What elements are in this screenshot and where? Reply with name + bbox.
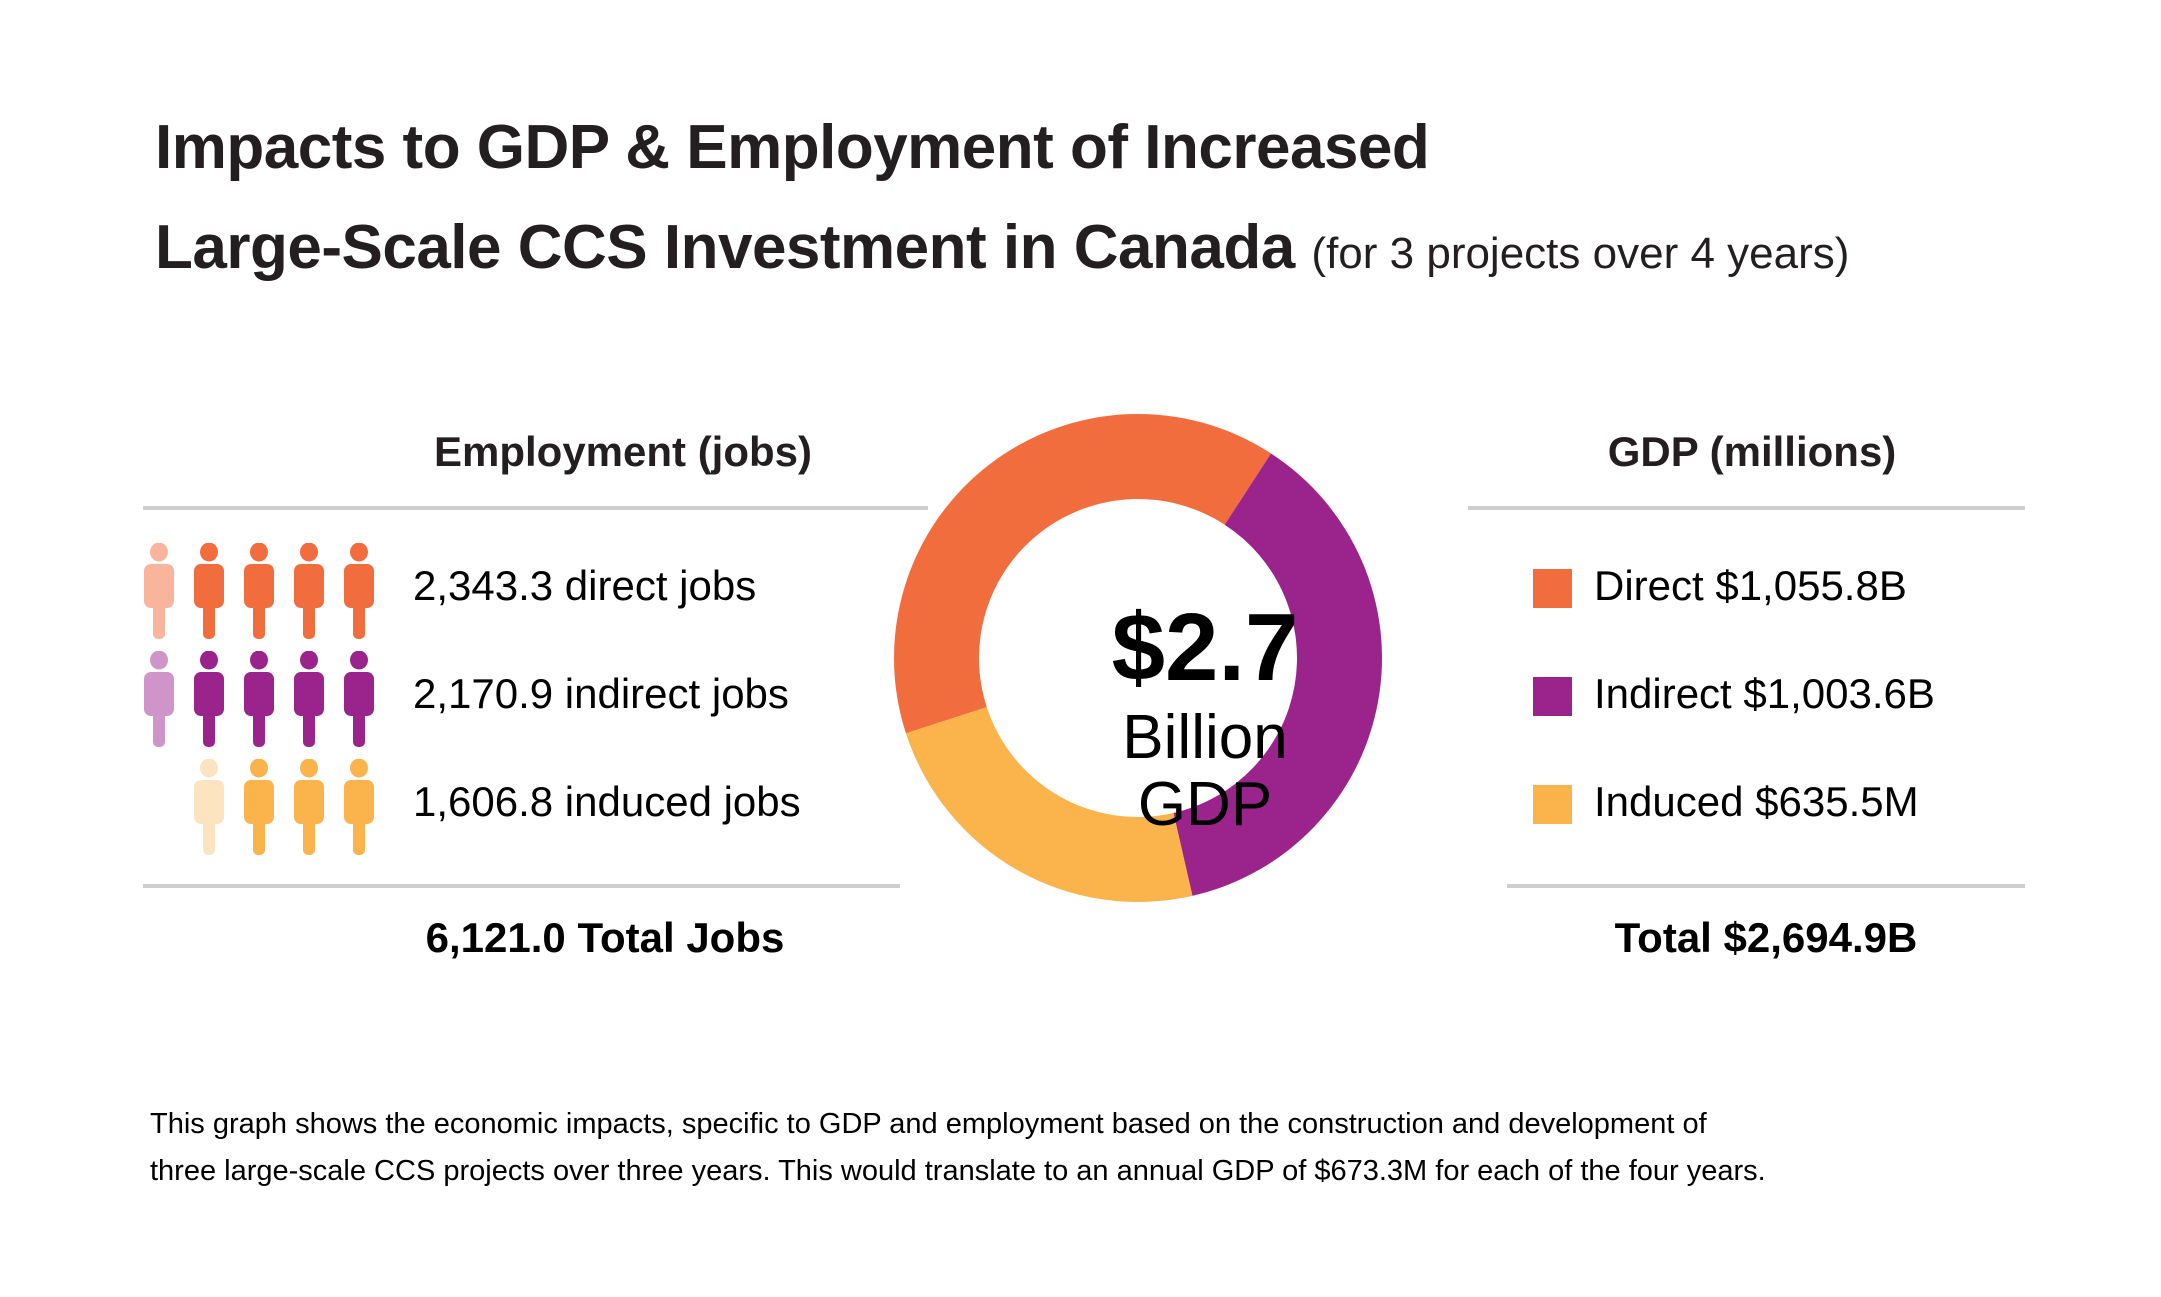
gdp-bottom-divider [1507, 884, 2025, 888]
title-line-2: Large-Scale CCS Investment in Canada (fo… [155, 212, 1849, 283]
gdp-donut-chart [894, 414, 1382, 902]
legend-label-induced: Induced $635.5M [1594, 778, 1919, 825]
employment-top-divider [143, 506, 928, 510]
person-icon [144, 651, 174, 747]
person-icon [294, 759, 324, 855]
donut-slice-indirect [1173, 453, 1382, 896]
legend-swatch-induced [1533, 785, 1572, 824]
person-icon [344, 543, 374, 639]
person-icon [344, 759, 374, 855]
employment-total: 6,121.0 Total Jobs [425, 914, 785, 961]
person-icon [244, 543, 274, 639]
legend-swatch-indirect [1533, 677, 1572, 716]
person-icon [194, 651, 224, 747]
legend-label-indirect: Indirect $1,003.6B [1594, 670, 1935, 717]
donut-center-unit: Billion [1122, 703, 1288, 772]
employment-row-label: 2,170.9 indirect jobs [413, 670, 789, 717]
employment-row-label: 2,343.3 direct jobs [413, 562, 757, 609]
donut-center-value: $2.7 [1111, 594, 1299, 701]
person-icon [194, 759, 224, 855]
legend-swatch-direct [1533, 569, 1572, 608]
donut-slice-induced [905, 707, 1193, 902]
employment-bottom-divider [143, 884, 900, 888]
employment-row-label: 1,606.8 induced jobs [413, 778, 801, 825]
legend-label-direct: Direct $1,055.8B [1594, 562, 1907, 609]
gdp-total: Total $2,694.9B [1614, 914, 1918, 961]
employment-heading: Employment (jobs) [433, 428, 813, 475]
footnote-line-1: This graph shows the economic impacts, s… [150, 1108, 1707, 1140]
footnote-line-2: three large-scale CCS projects over thre… [150, 1155, 1766, 1187]
donut-slice-direct [894, 414, 1272, 734]
person-icon [194, 543, 224, 639]
person-icon [294, 651, 324, 747]
person-icon [144, 543, 174, 639]
gdp-heading: GDP (millions) [1607, 428, 1897, 475]
gdp-top-divider [1468, 506, 2025, 510]
person-icon [244, 651, 274, 747]
title-line-1: Impacts to GDP & Employment of Increased [155, 113, 1430, 182]
person-icon [294, 543, 324, 639]
donut-center-label: GDP [1137, 770, 1273, 839]
title-line-2-text: Large-Scale CCS Investment in Canada [155, 213, 1295, 282]
person-icon [244, 759, 274, 855]
person-icon [344, 651, 374, 747]
subtitle: (for 3 projects over 4 years) [1311, 229, 1850, 278]
